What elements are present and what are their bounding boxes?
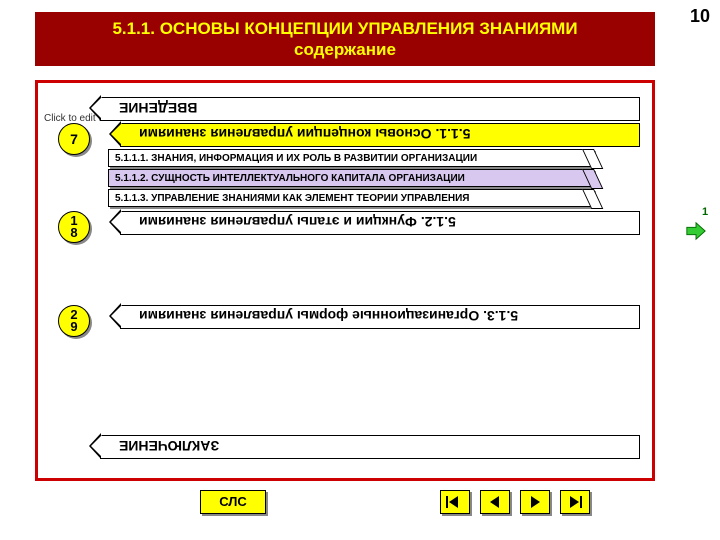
arrow-number: 1 [702,206,708,218]
next-icon [526,496,544,508]
flag-511[interactable]: 5.1.1. Основы концепции управления знани… [120,123,640,147]
badge-7: 7 [58,123,90,155]
badge-18: 18 [58,211,90,243]
title-line-1: 5.1.1. ОСНОВЫ КОНЦЕПЦИИ УПРАВЛЕНИЯ ЗНАНИ… [35,18,655,39]
nav-first-button[interactable] [440,490,470,514]
nav-prev-button[interactable] [480,490,510,514]
sls-button[interactable]: СЛС [200,490,266,514]
badge-label: 7 [70,131,78,147]
row-tail-icon [582,189,603,209]
sub-item-label: 5.1.1.3. УПРАВЛЕНИЕ ЗНАНИЯМИ КАК ЭЛЕМЕНТ… [115,193,469,204]
prev-icon [486,496,504,508]
sub-item-label: 5.1.1.2. СУЩНОСТЬ ИНТЕЛЛЕКТУАЛЬНОГО КАПИ… [115,173,465,184]
nav-last-button[interactable] [560,490,590,514]
first-icon [446,496,464,508]
page-number: 10 [690,6,710,27]
flag-513[interactable]: 5.1.3. Организационные формы управления … [120,305,640,329]
flag-outro[interactable]: ЗАКЛЮЧЕНИЕ [100,435,640,459]
badge-29: 29 [58,305,90,337]
slide-title: 5.1.1. ОСНОВЫ КОНЦЕПЦИИ УПРАВЛЕНИЯ ЗНАНИ… [35,12,655,66]
next-arrow[interactable]: 1 [685,220,707,242]
row-tail-icon [582,149,603,169]
flag-512[interactable]: 5.1.2. Функции и этапы управления знания… [120,211,640,235]
sub-item-5111[interactable]: 5.1.1.1. ЗНАНИЯ, ИНФОРМАЦИЯ И ИХ РОЛЬ В … [108,149,594,167]
sub-item-5113[interactable]: 5.1.1.3. УПРАВЛЕНИЕ ЗНАНИЯМИ КАК ЭЛЕМЕНТ… [108,189,594,207]
arrow-right-icon [685,220,707,242]
title-line-2: содержание [35,39,655,60]
sub-item-5112[interactable]: 5.1.1.2. СУЩНОСТЬ ИНТЕЛЛЕКТУАЛЬНОГО КАПИ… [108,169,594,187]
flag-intro[interactable]: ВВЕДЕНИЕ [100,97,640,121]
last-icon [566,496,584,508]
sub-item-label: 5.1.1.1. ЗНАНИЯ, ИНФОРМАЦИЯ И ИХ РОЛЬ В … [115,153,477,164]
content-frame: Click to edit the notes format ВВЕДЕНИЕ … [35,80,655,481]
nav-next-button[interactable] [520,490,550,514]
row-tail-icon [582,169,603,189]
